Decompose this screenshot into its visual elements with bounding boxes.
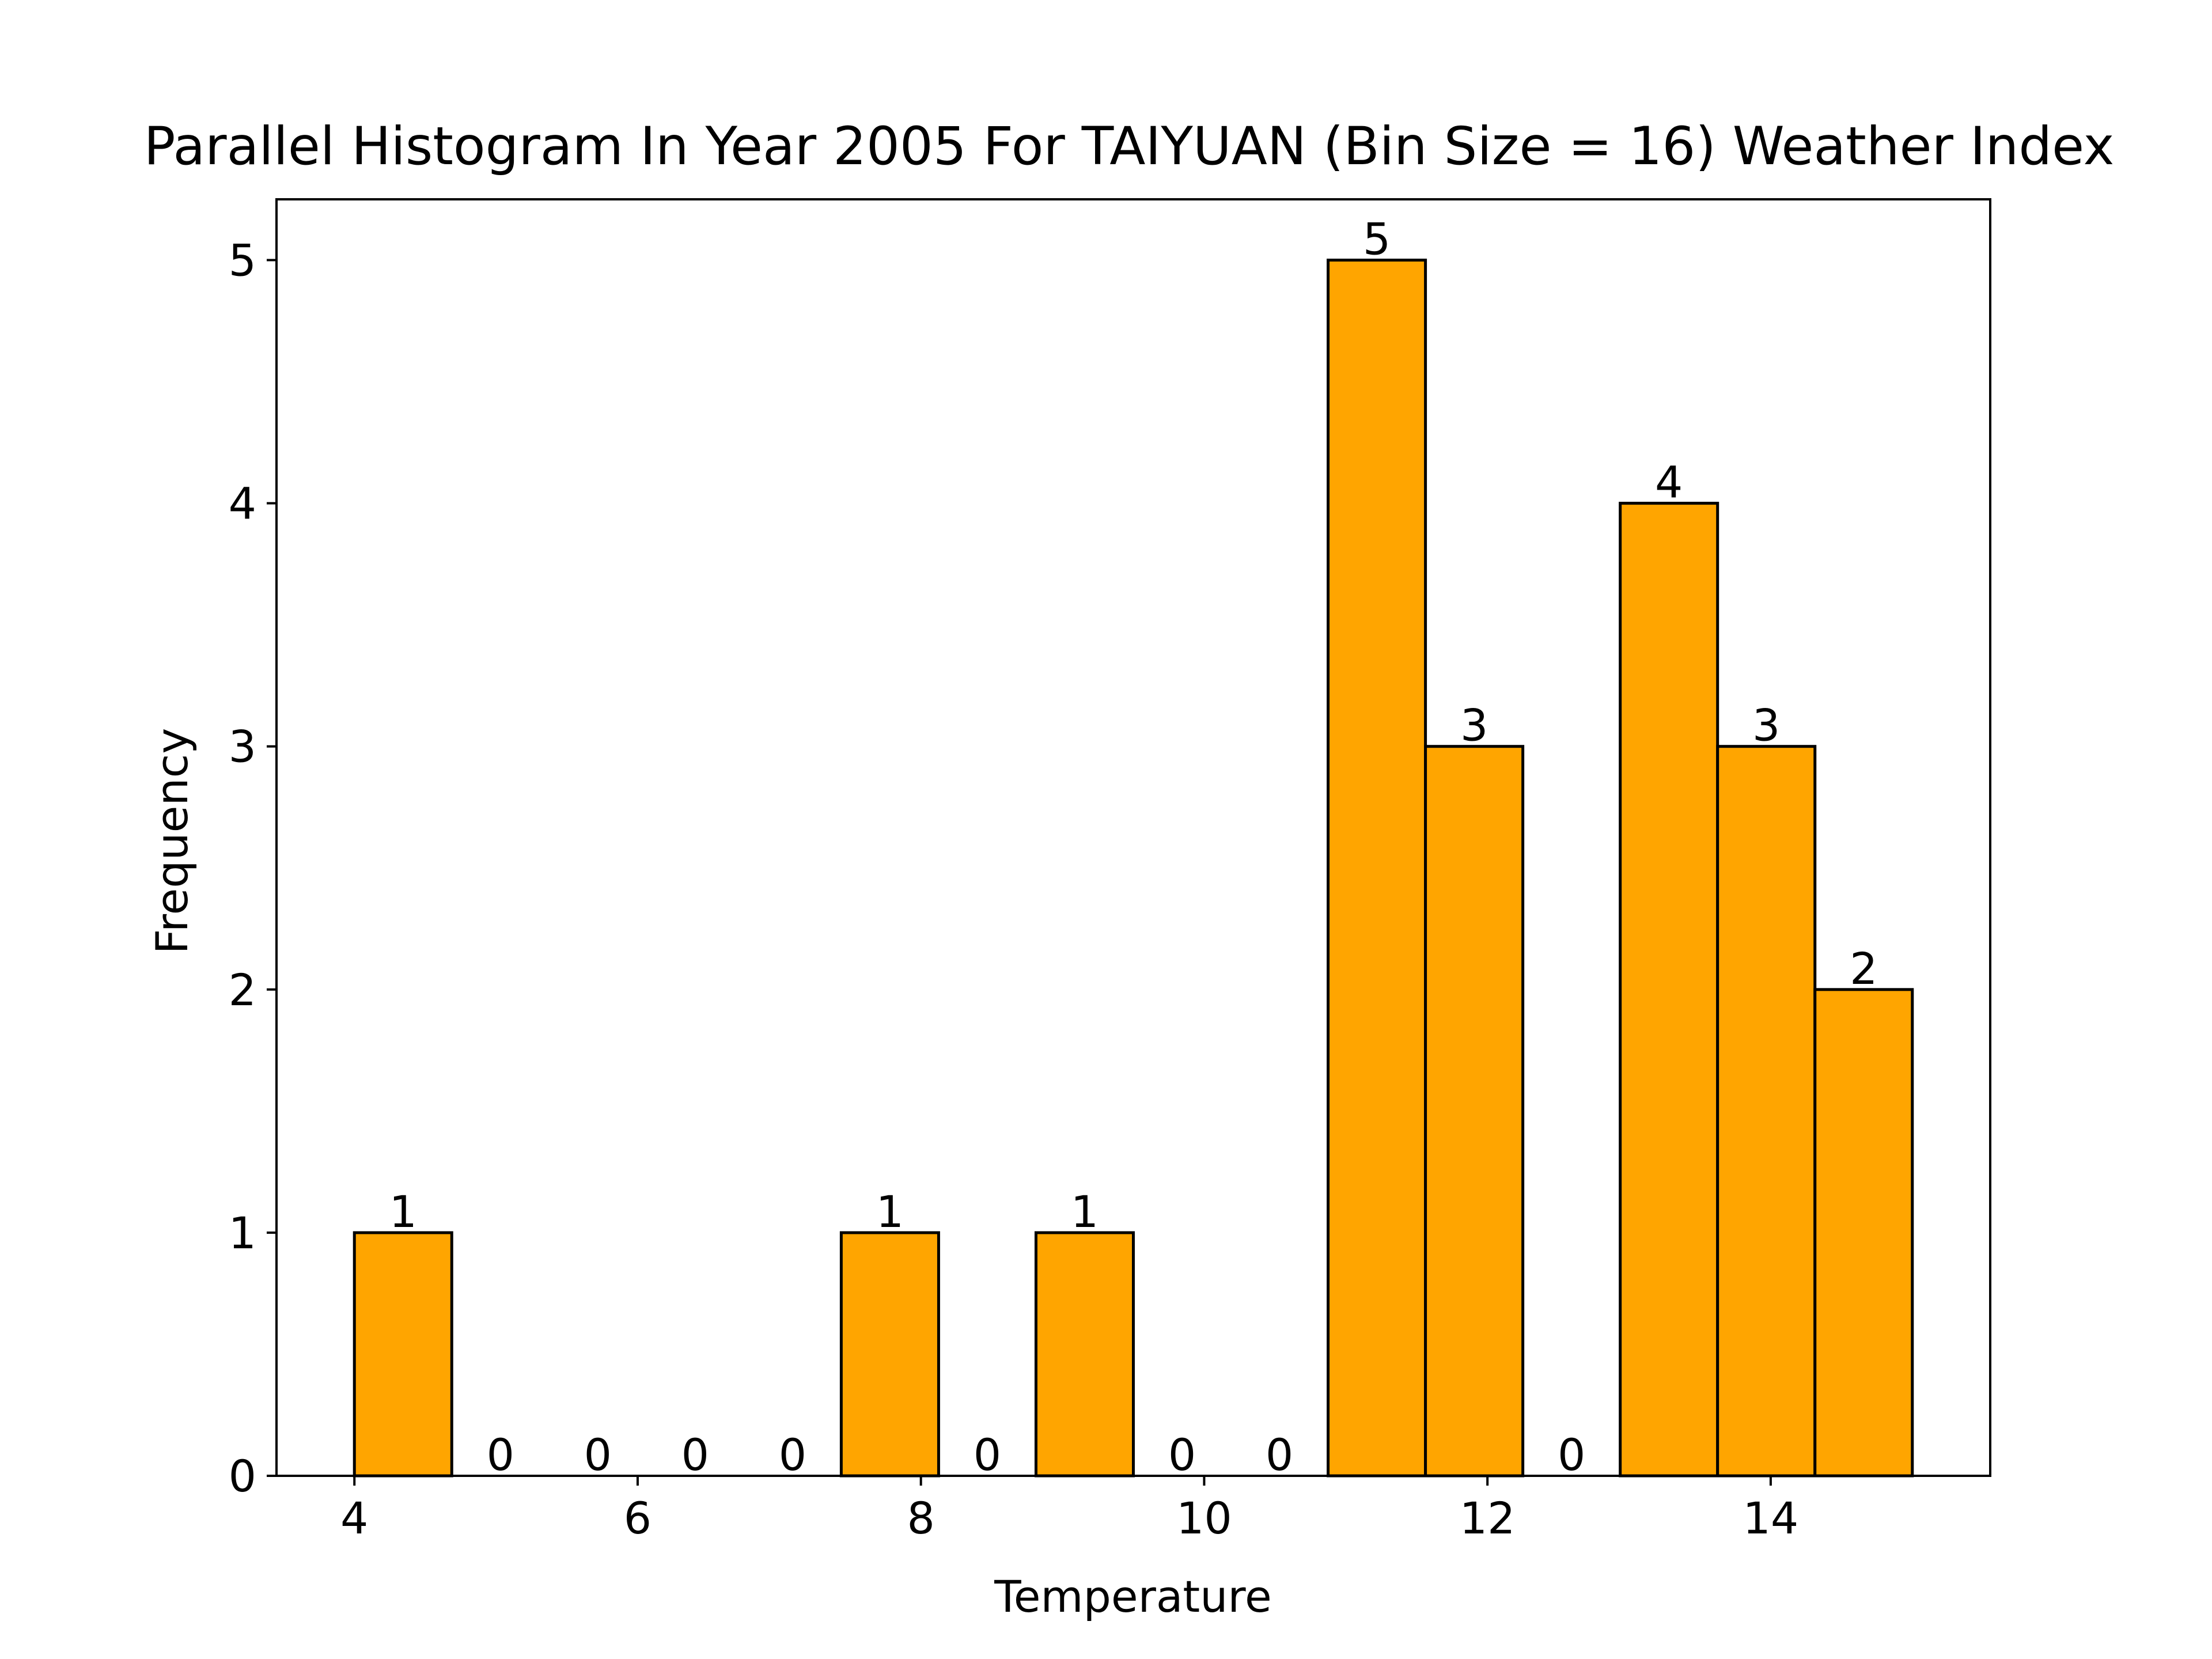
bar-value-label: 0	[974, 1429, 1001, 1480]
y-tick-label: 3	[229, 721, 256, 772]
x-tick-label: 6	[624, 1493, 652, 1544]
x-tick-label: 4	[340, 1493, 368, 1544]
x-tick-label: 10	[1176, 1493, 1232, 1544]
data-labels-layer: 1 0 0 0 0 1 0 1 0 0 5 3 0 4 3 2	[389, 214, 1878, 1480]
x-tick-label: 14	[1743, 1493, 1799, 1544]
x-tick-label: 8	[907, 1493, 935, 1544]
plot-area-frame	[275, 198, 1991, 1477]
y-tick-label: 2	[229, 964, 256, 1016]
bar-value-label: 0	[681, 1429, 709, 1480]
histogram-bar	[1034, 1231, 1135, 1478]
histogram-bar	[1327, 259, 1427, 1478]
bar-value-label: 5	[1363, 214, 1391, 265]
histogram-bar	[1716, 745, 1817, 1478]
y-axis-label: Frequency	[146, 728, 198, 955]
y-axis-ticks: 0 1 2 3 4 5	[229, 235, 276, 1502]
bar-value-label: 1	[389, 1186, 417, 1237]
x-tick-label: 12	[1460, 1493, 1516, 1544]
bar-value-label: 0	[1558, 1429, 1585, 1480]
bar-value-label: 3	[1752, 700, 1780, 751]
bar-value-label: 0	[487, 1429, 514, 1480]
bar-value-label: 3	[1460, 700, 1488, 751]
bar-value-label: 1	[876, 1186, 904, 1237]
bar-value-label: 0	[1266, 1429, 1293, 1480]
bar-value-label: 0	[1168, 1429, 1196, 1480]
histogram-bar	[1813, 988, 1914, 1478]
bar-value-label: 0	[584, 1429, 612, 1480]
x-axis-ticks: 4 6 8 10 12 14	[340, 1476, 1798, 1544]
chart-title: Parallel Histogram In Year 2005 For TAIY…	[144, 116, 2115, 177]
bar-value-label: 2	[1850, 943, 1877, 994]
y-tick-label: 0	[229, 1450, 256, 1502]
y-tick-label: 1	[229, 1207, 256, 1259]
histogram-bar	[353, 1231, 453, 1478]
bar-value-label: 4	[1655, 457, 1683, 508]
y-tick-label: 5	[229, 235, 256, 286]
bars-layer	[353, 259, 1914, 1478]
histogram-bar	[1424, 745, 1525, 1478]
bar-value-label: 0	[779, 1429, 806, 1480]
x-axis-label: Temperature	[994, 1571, 1271, 1622]
histogram-bar	[1619, 502, 1719, 1478]
histogram-bar	[839, 1231, 940, 1478]
y-tick-label: 4	[229, 478, 256, 529]
bar-value-label: 1	[1071, 1186, 1099, 1237]
